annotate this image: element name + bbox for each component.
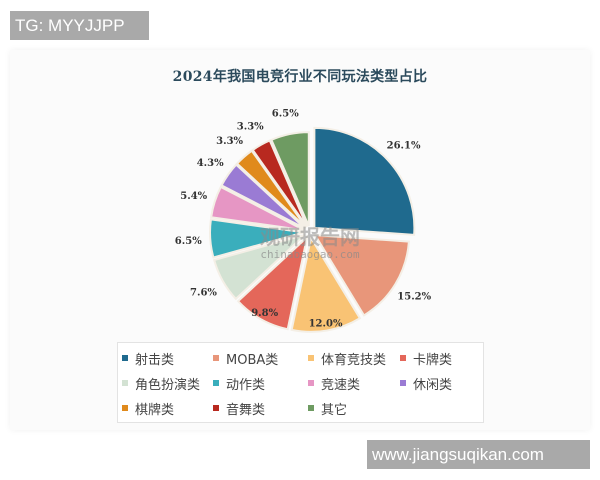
legend-item: 棋牌类 xyxy=(122,397,174,419)
slice-value-label: 15.2% xyxy=(397,291,431,302)
legend-item: 卡牌类 xyxy=(400,347,452,369)
pie-slice xyxy=(235,149,307,229)
legend-item: MOBA类 xyxy=(213,347,278,369)
brand-watermark: 观研报告网 xyxy=(260,225,360,249)
legend-swatch-icon xyxy=(122,380,128,386)
legend-label: MOBA类 xyxy=(226,352,279,368)
url-watermark-badge: www.jiangsuqikan.com xyxy=(367,440,590,469)
slice-value-label: 4.3% xyxy=(197,158,224,169)
slice-value-label: 6.5% xyxy=(175,236,202,247)
slice-value-label: 9.8% xyxy=(251,308,278,319)
legend-swatch-icon xyxy=(400,380,406,386)
pie-slice xyxy=(270,131,310,227)
domain-watermark: chinabaogao.com xyxy=(260,248,360,261)
legend-label: 其它 xyxy=(321,402,348,418)
pie-slice xyxy=(251,139,308,228)
slice-value-label: 7.6% xyxy=(190,287,217,298)
chart-legend: 射击类 MOBA类 体育竞技类 卡牌类角色扮演类 动作类 竞速类 休闲类棋牌类 音舞类 其它 xyxy=(117,342,484,423)
legend-label: 音舞类 xyxy=(226,402,266,418)
legend-label: 休闲类 xyxy=(413,377,453,393)
legend-item: 角色扮演类 xyxy=(122,372,200,394)
legend-item: 休闲类 xyxy=(400,372,452,394)
legend-swatch-icon xyxy=(213,380,219,386)
legend-label: 角色扮演类 xyxy=(135,377,201,393)
legend-item: 射击类 xyxy=(122,347,174,369)
pie-slice xyxy=(313,233,410,317)
legend-swatch-icon xyxy=(213,355,219,361)
pie-slice xyxy=(220,163,306,230)
slice-value-label: 6.5% xyxy=(272,109,299,120)
slice-value-label: 26.1% xyxy=(387,141,421,152)
legend-item: 竞速类 xyxy=(308,372,360,394)
legend-label: 棋牌类 xyxy=(135,402,175,418)
legend-label: 动作类 xyxy=(226,377,266,393)
legend-label: 卡牌类 xyxy=(413,352,453,368)
legend-label: 竞速类 xyxy=(321,377,361,393)
slice-value-label: 3.3% xyxy=(237,122,264,133)
legend-item: 动作类 xyxy=(213,372,265,394)
legend-label: 射击类 xyxy=(135,352,175,368)
legend-item: 体育竞技类 xyxy=(308,347,386,369)
pie-slice xyxy=(209,218,305,259)
legend-swatch-icon xyxy=(308,405,314,411)
legend-swatch-icon xyxy=(308,380,314,386)
slice-value-label: 5.4% xyxy=(180,191,207,202)
legend-swatch-icon xyxy=(122,355,128,361)
pie-slice xyxy=(290,235,362,333)
slice-value-label: 3.3% xyxy=(216,136,243,147)
pie-slice xyxy=(212,233,306,301)
legend-label: 体育竞技类 xyxy=(321,352,387,368)
legend-swatch-icon xyxy=(400,355,406,361)
legend-item: 其它 xyxy=(308,397,347,419)
slice-value-label: 12.0% xyxy=(309,319,343,330)
legend-swatch-icon xyxy=(308,355,314,361)
legend-swatch-icon xyxy=(122,405,128,411)
pie-slice xyxy=(313,126,416,236)
pie-slice xyxy=(210,185,305,232)
legend-swatch-icon xyxy=(213,405,219,411)
pie-slice xyxy=(236,234,309,331)
chart-title: 2024年我国电竞行业不同玩法类型占比 xyxy=(172,69,428,85)
tg-watermark-badge: TG: MYYJJPP xyxy=(10,11,149,40)
legend-item: 音舞类 xyxy=(213,397,265,419)
